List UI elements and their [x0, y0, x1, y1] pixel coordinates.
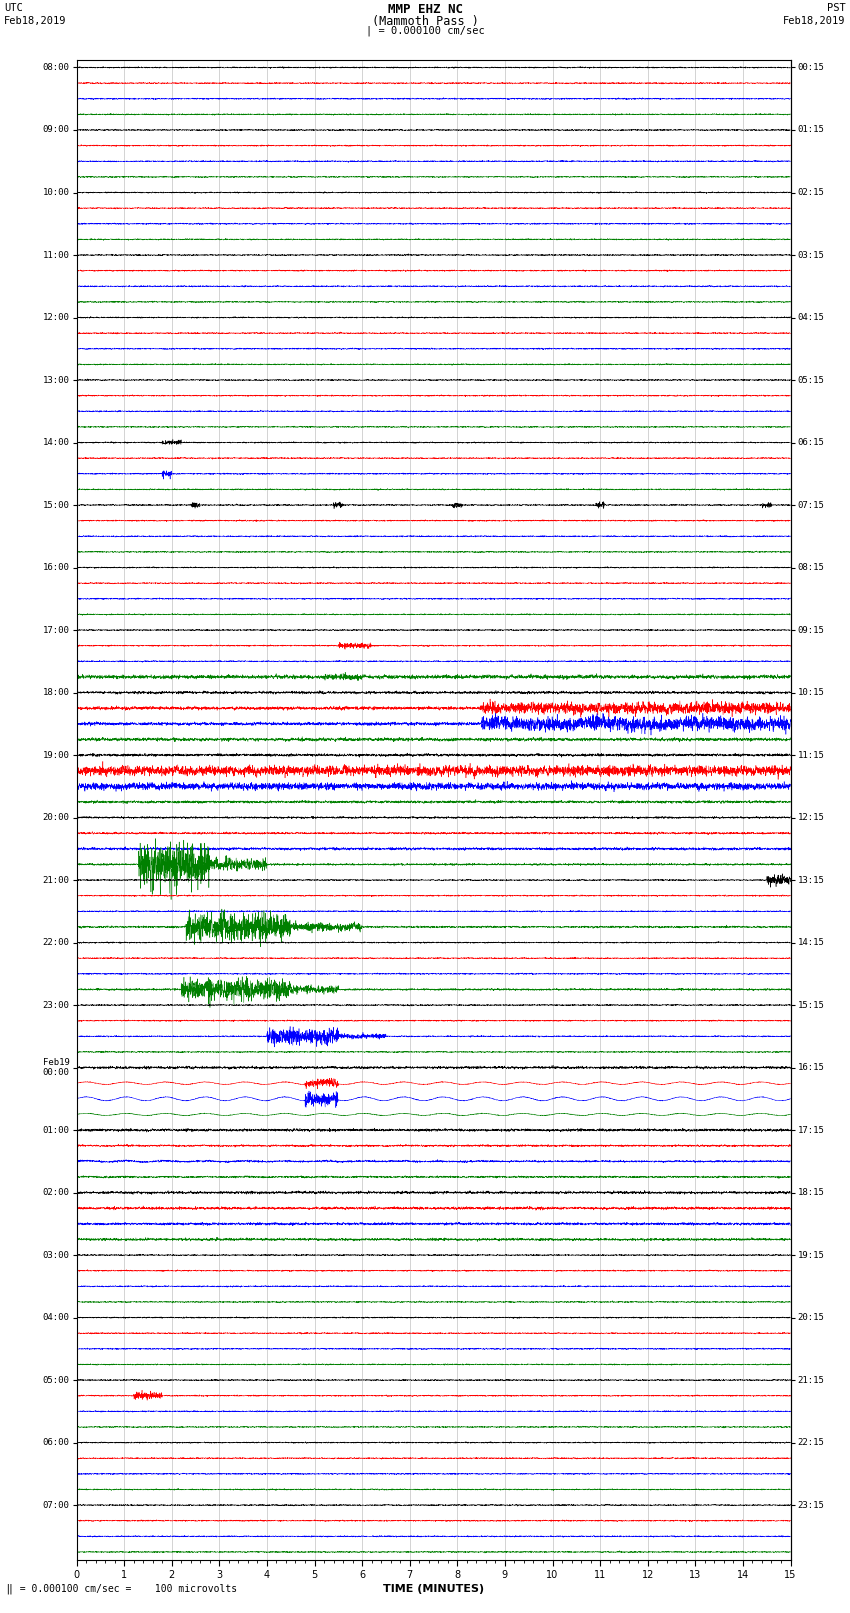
Text: MMP EHZ NC: MMP EHZ NC [388, 3, 462, 16]
Text: Feb18,2019: Feb18,2019 [4, 16, 67, 26]
Text: PST: PST [827, 3, 846, 13]
X-axis label: TIME (MINUTES): TIME (MINUTES) [383, 1584, 484, 1594]
Text: (Mammoth Pass ): (Mammoth Pass ) [371, 15, 479, 27]
Text: Feb18,2019: Feb18,2019 [783, 16, 846, 26]
Text: | = 0.000100 cm/sec =    100 microvolts: | = 0.000100 cm/sec = 100 microvolts [8, 1582, 238, 1594]
Text: | = 0.000100 cm/sec: | = 0.000100 cm/sec [366, 26, 484, 37]
Text: |: | [4, 1582, 11, 1594]
Text: UTC: UTC [4, 3, 23, 13]
